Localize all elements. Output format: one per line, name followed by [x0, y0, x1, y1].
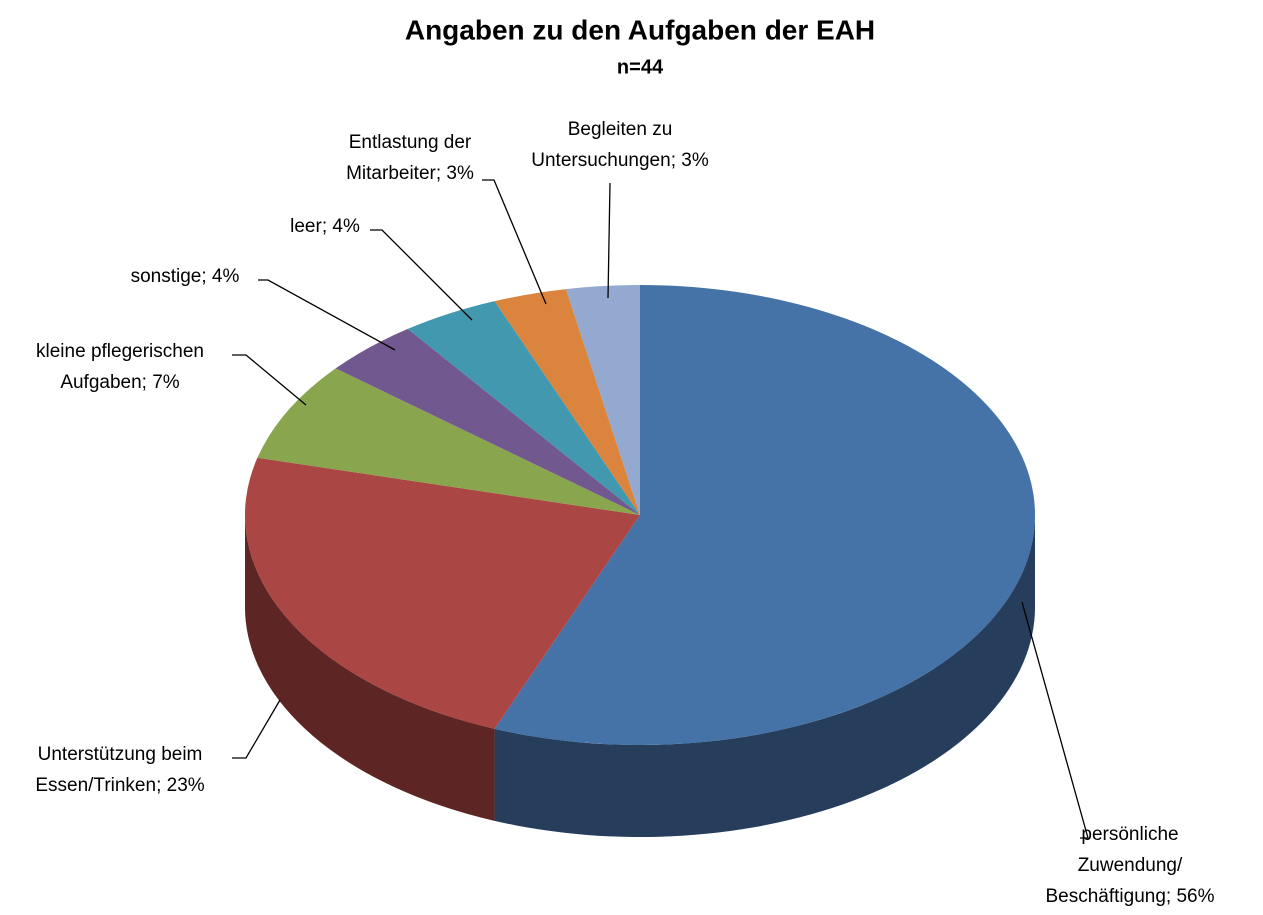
slice	[494, 289, 640, 515]
slice	[257, 368, 640, 515]
chart-title: Angaben zu den Aufgaben der EAH	[405, 14, 875, 45]
leader-line	[232, 699, 281, 759]
slice	[494, 285, 1036, 745]
leader-line	[258, 279, 396, 351]
data-label: Unterstützung beim	[38, 744, 203, 765]
slice	[565, 285, 640, 515]
data-label: Aufgaben; 7%	[60, 372, 179, 393]
slice-side	[494, 515, 1035, 837]
data-label: Mitarbeiter; 3%	[346, 163, 474, 184]
leader-line	[482, 179, 547, 305]
data-label: Beschäftigung; 56%	[1045, 886, 1214, 907]
data-label: Entlastung der	[349, 132, 472, 153]
leader-line	[232, 354, 307, 406]
slice	[407, 301, 640, 515]
leader-line	[1021, 601, 1089, 839]
slice-side	[244, 515, 495, 821]
data-label: sonstige; 4%	[131, 266, 240, 287]
leader-line	[607, 182, 611, 299]
leader-line	[370, 229, 473, 321]
slice	[244, 457, 641, 729]
slice	[335, 328, 640, 515]
data-label: Begleiten zu	[568, 119, 673, 140]
data-label: persönliche	[1081, 824, 1178, 845]
data-label: Zuwendung/	[1078, 855, 1183, 876]
data-label: leer; 4%	[290, 216, 360, 237]
data-label: kleine pflegerischen	[36, 341, 204, 362]
chart-subtitle: n=44	[617, 56, 664, 78]
side-shade	[494, 515, 1035, 837]
side-shade	[244, 515, 495, 821]
data-label: Essen/Trinken; 23%	[35, 775, 204, 796]
data-label: Untersuchungen; 3%	[531, 150, 709, 171]
